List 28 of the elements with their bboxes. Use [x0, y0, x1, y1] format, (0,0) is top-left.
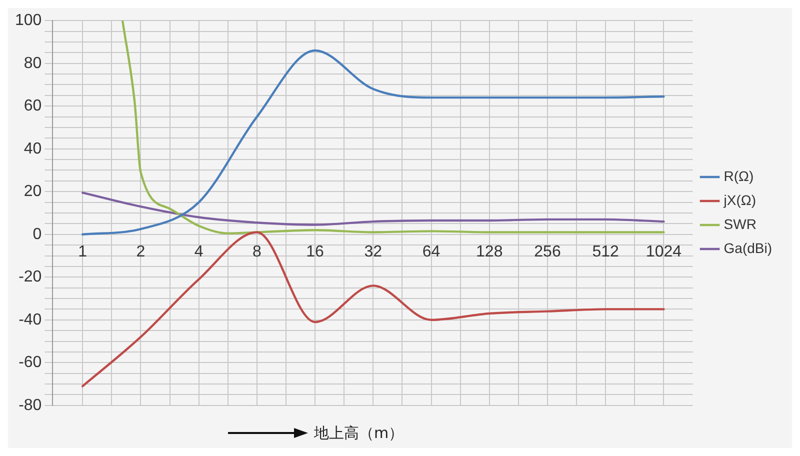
x-tick-label: 4: [194, 243, 204, 260]
y-tick-label: 0: [32, 226, 42, 243]
x-tick-label: 1: [78, 243, 88, 260]
y-tick-label: 80: [24, 54, 42, 72]
x-tick-label: 2: [136, 243, 146, 260]
legend-label: SWR: [724, 216, 756, 232]
x-tick-label: 32: [364, 243, 382, 260]
y-tick-label: -80: [18, 396, 42, 414]
x-tick-label: 512: [592, 243, 620, 260]
x-axis-title: 地上高（m）: [314, 424, 404, 442]
y-tick-label: 20: [24, 183, 42, 200]
x-tick-label: 8: [252, 243, 262, 260]
y-tick-label: -60: [18, 354, 42, 372]
x-tick-label: 16: [306, 243, 324, 260]
x-tick-label: 64: [422, 243, 440, 260]
line-series: [82, 192, 665, 226]
x-tick-label: 256: [534, 243, 561, 260]
x-tick-label: 1024: [646, 243, 682, 260]
legend-label: Ga(dBi): [724, 240, 772, 256]
y-tick-label: 60: [24, 98, 42, 115]
y-tick-label: -40: [18, 311, 42, 328]
line-series: [82, 49, 665, 236]
x-tick-label: 128: [476, 243, 503, 260]
y-tick-label: -20: [18, 268, 42, 286]
legend-label: jX(Ω): [722, 192, 756, 208]
y-tick-label: 100: [14, 12, 42, 30]
legend-label: R(Ω): [724, 168, 754, 184]
y-tick-label: 40: [24, 140, 42, 158]
